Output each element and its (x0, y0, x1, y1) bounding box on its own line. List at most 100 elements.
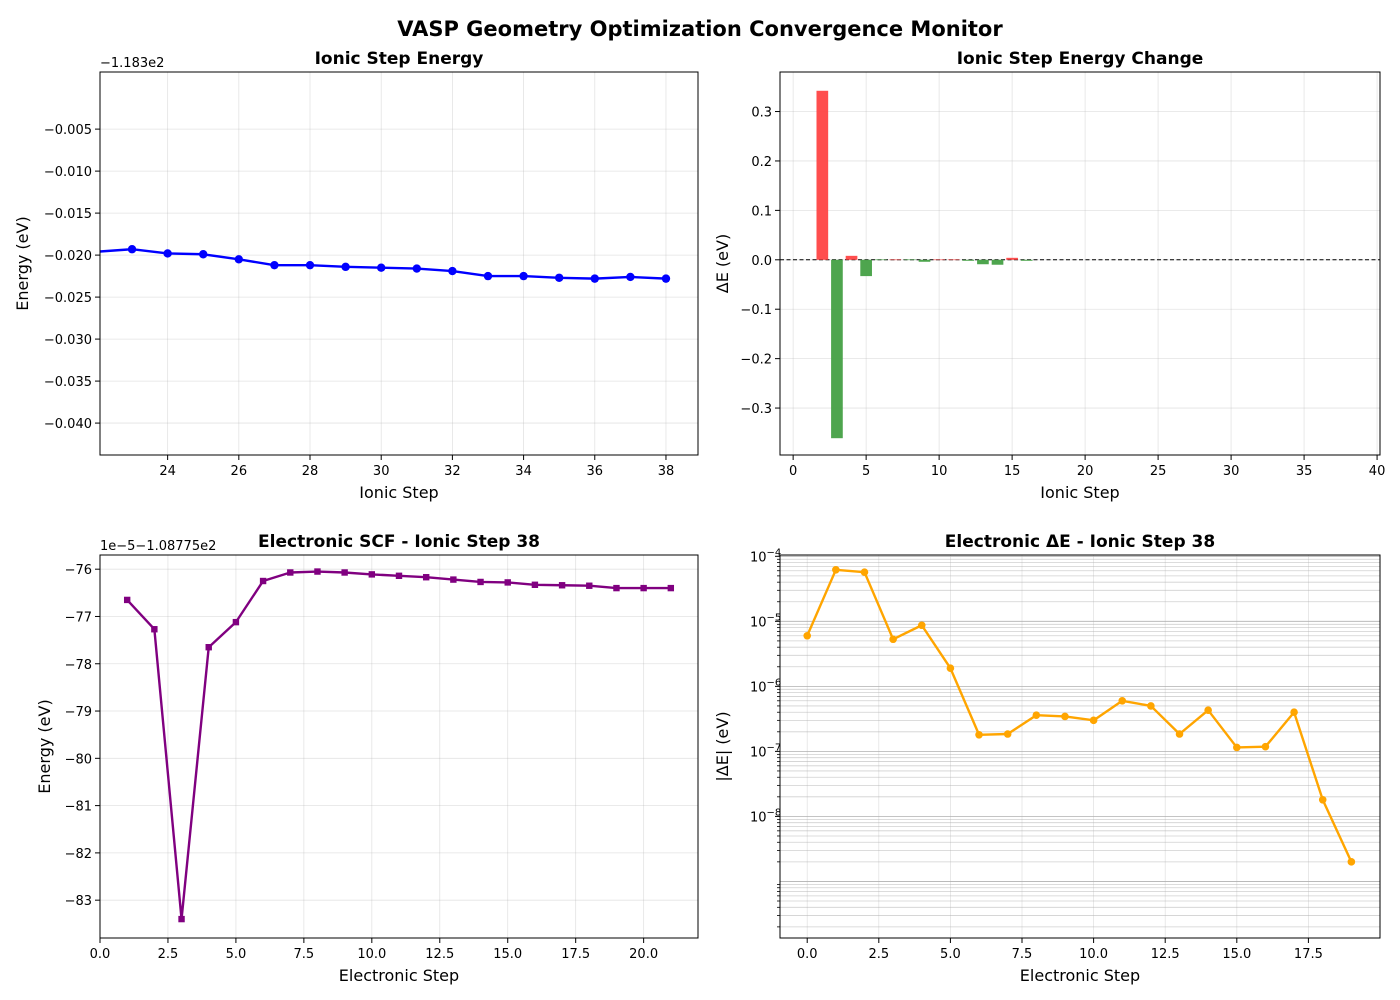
p3-grid (99, 555, 698, 938)
x-tick-label: 35 (1296, 464, 1313, 479)
bar (874, 259, 887, 261)
bar (918, 259, 931, 262)
bar (991, 259, 1004, 265)
x-tick-label: 0.0 (90, 947, 111, 962)
p3-chart: 0.0 2.5 5.0 7.5 10.0 12.5 15.0 17.5 20.0 −76 −77 −7… (35, 532, 699, 985)
p4-chart: 0.0 2.5 5.0 7.5 10.0 12.5 15.0 17.5 10−4 10−5 10−6… (713, 532, 1381, 985)
p4-grid (780, 555, 1380, 938)
data-point (832, 566, 840, 574)
data-point (163, 249, 172, 258)
bar (962, 259, 975, 261)
figure-title: VASP Geometry Optimization Convergence M… (397, 17, 1003, 41)
y-tick-label: −0.015 (44, 207, 92, 222)
data-point (450, 576, 457, 583)
data-point (554, 273, 564, 282)
bar (889, 259, 902, 261)
y-tick-label: 0.1 (751, 204, 772, 219)
y-tick-label: 10−4 (750, 547, 781, 565)
x-tick-label: 36 (587, 464, 604, 479)
p3-plot-area (123, 568, 675, 923)
p3-title: Electronic SCF - Ionic Step 38 (258, 532, 540, 552)
x-tick-label: 17.5 (1294, 947, 1323, 962)
bar (904, 259, 916, 261)
data-point (613, 584, 620, 592)
data-point (259, 577, 267, 585)
data-point (341, 262, 350, 272)
p2-title: Ionic Step Energy Change (957, 49, 1204, 69)
p4-ticks: 0.0 2.5 5.0 7.5 10.0 12.5 15.0 17.5 10−4 10−5 10−6… (750, 547, 1323, 962)
data-point (661, 274, 671, 283)
data-point (1175, 730, 1184, 738)
data-point (341, 569, 348, 576)
x-tick-label: 17.5 (561, 947, 590, 962)
p2-ticks: 0 5 10 15 20 25 30 35 40 0.3 0.2 0.1 0.0 −0.1 −0.2 −0.3 (740, 106, 1385, 479)
y-tick-label: −0.005 (44, 123, 92, 138)
data-point (477, 578, 484, 586)
data-point (287, 569, 294, 576)
data-point (270, 260, 279, 270)
data-point (889, 635, 897, 644)
data-point (1204, 706, 1212, 714)
data-point (1318, 796, 1327, 804)
data-point (946, 664, 955, 673)
x-tick-label: 28 (302, 464, 319, 479)
p1-axes-frame (99, 71, 699, 456)
data-point (917, 621, 926, 630)
p4-xlabel: Electronic Step (1020, 966, 1140, 985)
data-point (448, 266, 457, 276)
p4-title: Electronic ΔE - Ionic Step 38 (945, 532, 1215, 552)
data-point (377, 263, 386, 272)
y-tick-label: −81 (65, 800, 92, 815)
x-tick-label: 5.0 (940, 947, 961, 962)
data-point (975, 730, 983, 739)
y-tick-label: −80 (65, 752, 92, 767)
data-point (1147, 702, 1155, 710)
y-tick-label: −82 (65, 847, 92, 862)
p4-plot-area (803, 566, 1356, 866)
p2-ylabel: ΔE (eV) (713, 234, 732, 293)
data-point (123, 596, 131, 604)
data-point (151, 626, 158, 633)
y-tick-label: −0.040 (44, 417, 92, 432)
series-line (126, 570, 671, 921)
p4-ylabel: |ΔE| (eV) (713, 711, 732, 781)
x-tick-label: 12.5 (1151, 947, 1180, 962)
y-tick-label: −0.030 (44, 333, 92, 348)
x-tick-label: 7.5 (294, 947, 315, 962)
y-tick-label: −0.1 (740, 303, 772, 318)
p3-ticks: 0.0 2.5 5.0 7.5 10.0 12.5 15.0 17.5 20.0 −76 −77 −7… (65, 563, 659, 962)
y-tick-label: −0.025 (44, 291, 92, 306)
p4-axes-frame (779, 554, 1381, 939)
x-tick-label: 15.0 (493, 947, 522, 962)
data-point (667, 584, 675, 592)
data-point (232, 618, 240, 626)
x-tick-label: 20.0 (629, 947, 658, 962)
data-point (234, 255, 244, 264)
data-point (1118, 696, 1127, 705)
x-tick-label: 15.0 (1222, 947, 1251, 962)
data-point (1347, 858, 1356, 866)
p1-xlabel: Ionic Step (359, 483, 438, 502)
p1-plot-area (100, 245, 671, 283)
y-tick-label: −0.035 (44, 375, 92, 390)
bar (860, 259, 872, 277)
data-point (395, 572, 403, 580)
x-tick-label: 0.0 (797, 947, 818, 962)
p2-axes-frame (779, 71, 1381, 456)
data-point (558, 582, 566, 589)
data-point (422, 574, 430, 581)
data-point (1032, 711, 1041, 720)
y-tick-label: −78 (65, 658, 92, 673)
data-point (305, 260, 315, 270)
bar (1020, 259, 1033, 261)
data-point (1290, 708, 1298, 717)
x-tick-label: 20 (1077, 464, 1094, 479)
y-tick-label: 10−7 (750, 742, 781, 760)
data-point (590, 274, 599, 283)
p2-xlabel: Ionic Step (1040, 483, 1119, 502)
p2-chart: 0 5 10 15 20 25 30 35 40 0.3 0.2 0.1 0.0 −0.1 −0.2 −0.3… (713, 49, 1385, 502)
y-tick-exponent: −8 (767, 807, 782, 818)
y-tick-label: −76 (65, 563, 92, 578)
x-tick-label: 5 (862, 464, 870, 479)
p1-chart: 24 26 28 30 32 34 36 38 −0.005 −0.010 −0.015 −0.020… (13, 49, 699, 502)
